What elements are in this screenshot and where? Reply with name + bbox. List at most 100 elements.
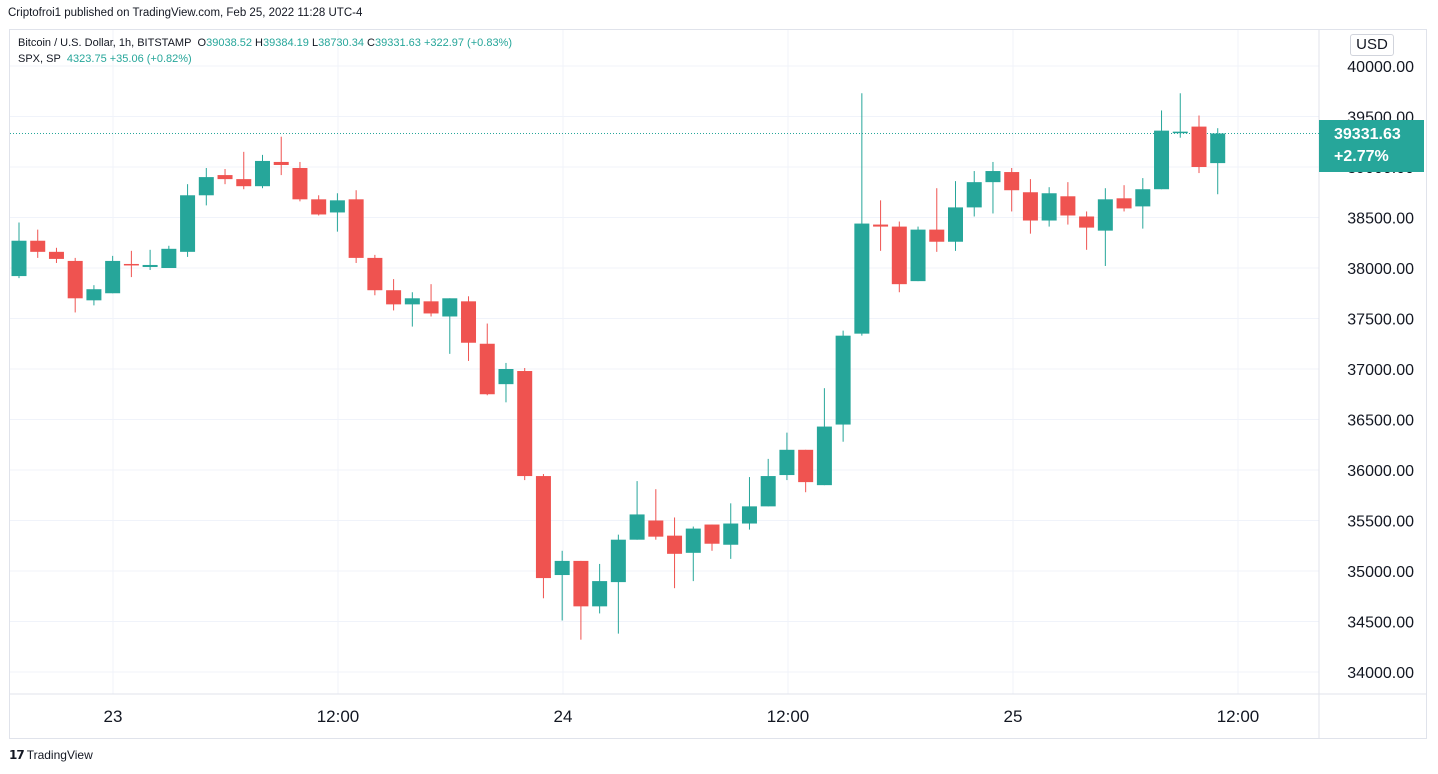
- candle-body: [30, 240, 46, 252]
- candle-body: [1060, 196, 1076, 216]
- y-tick-label: 38000.00: [1347, 261, 1414, 278]
- candle-body: [479, 343, 495, 395]
- candle-body: [1116, 198, 1132, 209]
- candle-body: [610, 539, 626, 583]
- candle-body: [648, 520, 664, 537]
- y-tick-label: 35000.00: [1347, 564, 1414, 581]
- candle-body: [910, 229, 926, 282]
- candle-body: [535, 476, 551, 579]
- spx-change: +35.06 (+0.82%): [109, 53, 192, 65]
- y-tick-label: 34500.00: [1347, 615, 1414, 632]
- candle-body: [554, 560, 570, 576]
- candle-body: [123, 263, 139, 266]
- chart-legend: Bitcoin / U.S. Dollar, 1h, BITSTAMP O390…: [18, 35, 512, 67]
- publisher-credit: Criptofroi1 published on TradingView.com…: [8, 7, 363, 19]
- candle-body: [966, 182, 982, 208]
- main-series-legend: Bitcoin / U.S. Dollar, 1h, BITSTAMP O390…: [18, 35, 512, 51]
- candle-body: [48, 251, 64, 259]
- candle-body: [1210, 133, 1226, 164]
- symbol-label[interactable]: Bitcoin / U.S. Dollar, 1h, BITSTAMP: [18, 37, 192, 49]
- candle-body: [798, 449, 814, 483]
- high-label: H: [255, 37, 263, 49]
- change-value: +322.97 (+0.83%): [423, 37, 513, 49]
- x-tick-label: 12:00: [1217, 707, 1260, 726]
- candle-body: [741, 506, 757, 524]
- candle-body: [367, 257, 383, 291]
- candle-body: [142, 264, 158, 267]
- candle-body: [236, 179, 252, 187]
- last-price-value: 39331.63: [1334, 126, 1401, 143]
- candle-body: [180, 195, 196, 252]
- x-tick-label: 12:00: [767, 707, 810, 726]
- y-tick-label: 36500.00: [1347, 413, 1414, 430]
- candle-body: [348, 199, 364, 258]
- candle-body: [423, 301, 439, 314]
- tradingview-logo-text: TradingView: [26, 748, 93, 762]
- x-tick-label: 23: [104, 707, 123, 726]
- currency-button[interactable]: USD: [1350, 34, 1394, 56]
- candle-body: [292, 168, 308, 200]
- candle-body: [329, 200, 345, 213]
- candle-body: [1004, 172, 1020, 191]
- candle-body: [835, 335, 851, 425]
- x-tick-label: 25: [1004, 707, 1023, 726]
- open-value: 39038.52: [206, 37, 252, 49]
- y-tick-label: 38500.00: [1347, 211, 1414, 228]
- y-tick-label: 37000.00: [1347, 362, 1414, 379]
- candle-body: [629, 514, 645, 540]
- candle-body: [404, 298, 420, 305]
- y-tick-label: 40000.00: [1347, 59, 1414, 76]
- spx-symbol-label[interactable]: SPX, SP: [18, 53, 61, 65]
- candle-body: [461, 301, 477, 343]
- close-label: C: [367, 37, 375, 49]
- low-label: L: [311, 37, 319, 49]
- candle-body: [517, 371, 533, 477]
- candle-body: [929, 229, 945, 242]
- candle-body: [105, 260, 121, 294]
- candle-body: [11, 240, 27, 277]
- candle-body: [948, 207, 963, 242]
- candle-body: [685, 528, 701, 553]
- x-tick-label: 24: [554, 707, 573, 726]
- candle-body: [760, 476, 776, 507]
- candle-body: [1135, 189, 1151, 207]
- candle-body: [985, 171, 1001, 183]
- last-price-change: +2.77%: [1334, 148, 1389, 165]
- tradingview-logo[interactable]: 𝟭𝟳 TradingView: [9, 748, 93, 762]
- candle-body: [891, 226, 907, 285]
- chart-frame: [9, 29, 1427, 739]
- candle-body: [442, 298, 458, 317]
- candle-body: [86, 289, 102, 301]
- candle-body: [1191, 126, 1207, 167]
- candle-body: [1022, 192, 1038, 221]
- high-value: 39384.19: [263, 37, 309, 49]
- candle-body: [779, 449, 795, 476]
- candle-body: [498, 369, 514, 385]
- candle-body: [667, 535, 683, 554]
- candle-body: [1172, 131, 1188, 134]
- candle-body: [873, 224, 889, 227]
- candle-body: [723, 523, 739, 545]
- x-tick-label: 12:00: [317, 707, 360, 726]
- y-tick-label: 36000.00: [1347, 463, 1414, 480]
- y-tick-label: 34000.00: [1347, 665, 1414, 682]
- candle-body: [592, 581, 608, 607]
- y-tick-label: 35500.00: [1347, 514, 1414, 531]
- open-label: O: [197, 37, 207, 49]
- last-price-tag: 39331.63 +2.77%: [1319, 120, 1424, 172]
- candle-body: [386, 290, 402, 305]
- candle-body: [1041, 193, 1057, 221]
- candle-body: [198, 177, 214, 196]
- y-tick-label: 37500.00: [1347, 312, 1414, 329]
- candle-body: [161, 248, 177, 268]
- candle-body: [816, 426, 832, 486]
- candle-body: [217, 175, 233, 180]
- candle-body: [311, 199, 327, 215]
- candle-body: [254, 160, 270, 187]
- candle-body: [1154, 130, 1170, 190]
- candle-body: [704, 524, 720, 544]
- candle-body: [854, 223, 870, 334]
- candle-body: [573, 560, 589, 607]
- tradingview-logo-icon: 𝟭𝟳: [9, 748, 25, 762]
